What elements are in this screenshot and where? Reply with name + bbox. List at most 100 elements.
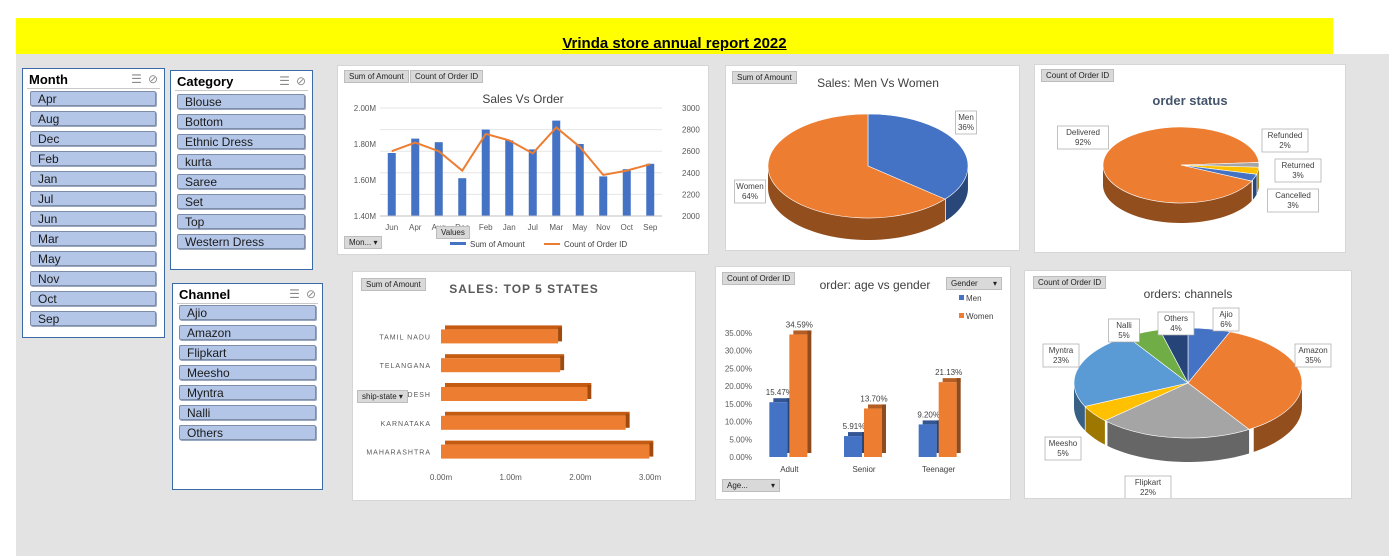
- bar-side-face: [558, 327, 563, 342]
- data-label: 15.47%: [766, 388, 793, 397]
- slicer-item-western-dress[interactable]: Western Dress: [177, 234, 305, 249]
- slicer-item-myntra[interactable]: Myntra: [179, 385, 316, 400]
- slicer-item-flipkart[interactable]: Flipkart: [179, 345, 316, 360]
- x-tick-label: Jul: [528, 223, 538, 232]
- slicer-item-others[interactable]: Others: [179, 425, 316, 440]
- multi-select-icon[interactable]: ☰: [289, 287, 300, 301]
- data-label-box: [1057, 125, 1109, 150]
- bar: [528, 149, 537, 216]
- slicer-item-jun[interactable]: Jun: [30, 211, 156, 226]
- bar-side-face: [882, 404, 886, 453]
- month-filter-button[interactable]: Mon... ▾: [344, 236, 383, 249]
- bar-top-face: [793, 330, 812, 335]
- pie-slice-side: [1257, 167, 1259, 193]
- slicer-item-may[interactable]: May: [30, 251, 156, 266]
- gender-filter-button[interactable]: Gender ▾: [946, 277, 1002, 290]
- clear-filter-icon[interactable]: ⊘: [295, 74, 306, 88]
- chart-title: order: age vs gender: [819, 278, 931, 292]
- slicer-item-ethnic-dress[interactable]: Ethnic Dress: [177, 134, 305, 149]
- pie-slice-side: [1107, 421, 1250, 462]
- count-order-field-button[interactable]: Count of Order ID: [1033, 276, 1107, 289]
- multi-select-icon[interactable]: ☰: [279, 74, 290, 88]
- bar-top-face: [773, 398, 792, 403]
- slicer-item-apr[interactable]: Apr: [30, 91, 156, 106]
- men-vs-women-chart[interactable]: Sum of Amount Sales: Men Vs Women Men 36%…: [725, 65, 1020, 251]
- bar-side-face: [956, 378, 961, 453]
- clear-filter-icon[interactable]: ⊘: [305, 287, 316, 301]
- bar-top-face: [445, 411, 630, 416]
- slicer-item-top[interactable]: Top: [177, 214, 305, 229]
- slicer-item-aug[interactable]: Aug: [30, 111, 156, 126]
- slicer-item-saree[interactable]: Saree: [177, 174, 305, 189]
- orders-channels-chart[interactable]: Count of Order ID orders: channels Ajio 6…: [1024, 270, 1352, 499]
- x-tick-label: Apr: [409, 223, 422, 232]
- slicer-item-mar[interactable]: Mar: [30, 231, 156, 246]
- top-5-states-chart[interactable]: Sum of Amount SALES: TOP 5 STATES 0.00m 1…: [352, 271, 696, 501]
- bar-side-face: [560, 356, 565, 371]
- data-label: Refunded: [1268, 131, 1303, 140]
- bar: [575, 144, 584, 216]
- slicer-item-dec[interactable]: Dec: [30, 131, 156, 146]
- count-order-field-button[interactable]: Count of Order ID: [410, 70, 484, 83]
- legend-label: Sum of Amount: [470, 240, 525, 249]
- sum-amount-field-button[interactable]: Sum of Amount: [361, 278, 426, 291]
- data-label: 3%: [1292, 171, 1304, 180]
- slicer-item-jan[interactable]: Jan: [30, 171, 156, 186]
- slicer-item-meesho[interactable]: Meesho: [179, 365, 316, 380]
- slicer-item-set[interactable]: Set: [177, 194, 305, 209]
- category-slicer-title: Category: [177, 74, 234, 89]
- pie-slice: [1104, 382, 1250, 439]
- sum-amount-field-button[interactable]: Sum of Amount: [732, 71, 797, 84]
- x-tick-label: 2.00m: [569, 473, 592, 482]
- pie-slice-side: [1252, 174, 1257, 200]
- data-label-box: [734, 179, 766, 204]
- slicer-item-nalli[interactable]: Nalli: [179, 405, 316, 420]
- data-label: Delivered: [1066, 128, 1100, 137]
- data-label: Men: [958, 113, 974, 122]
- pie-slice: [767, 113, 946, 219]
- pie-slice: [867, 113, 969, 200]
- sum-amount-field-button[interactable]: Sum of Amount: [344, 70, 409, 83]
- sales-vs-order-chart[interactable]: Sum of Amount Count of Order ID Sales Vs…: [337, 65, 709, 255]
- multi-select-icon[interactable]: ☰: [131, 72, 142, 86]
- slicer-item-ajio[interactable]: Ajio: [179, 305, 316, 320]
- x-tick-label: Mar: [549, 223, 563, 232]
- count-order-field-button[interactable]: Count of Order ID: [1041, 69, 1115, 82]
- bar-side-face: [649, 442, 654, 457]
- data-label: Women: [736, 182, 763, 191]
- bar: [599, 176, 608, 216]
- pie-slice-side: [1253, 383, 1302, 452]
- slicer-item-oct[interactable]: Oct: [30, 291, 156, 306]
- bar-side-face: [587, 385, 592, 399]
- left-axis-tick: 1.40M: [354, 212, 377, 221]
- channel-slicer-title: Channel: [179, 287, 231, 302]
- data-label: Cancelled: [1275, 191, 1311, 200]
- slicer-item-feb[interactable]: Feb: [30, 151, 156, 166]
- y-tick-label: 30.00%: [725, 347, 752, 356]
- x-tick-label: Sep: [643, 223, 658, 232]
- slicer-item-bottom[interactable]: Bottom: [177, 114, 305, 129]
- report-title-bar: Vrinda store annual report 2022: [16, 18, 1333, 54]
- data-label-box: [1267, 188, 1319, 213]
- data-label: 23%: [1053, 356, 1069, 365]
- age-vs-gender-chart[interactable]: Count of Order ID order: age vs gender G…: [715, 266, 1011, 500]
- chart-title: Sales Vs Order: [482, 92, 564, 106]
- slicer-item-jul[interactable]: Jul: [30, 191, 156, 206]
- count-order-field-button[interactable]: Count of Order ID: [722, 272, 796, 285]
- bar-top-face: [445, 325, 563, 330]
- age-filter-button[interactable]: Age... ▾: [722, 479, 780, 492]
- bar-top-face: [868, 404, 886, 409]
- slicer-item-kurta[interactable]: kurta: [177, 154, 305, 169]
- orders-channels-pie: Ajio6%Amazon35%Flipkart22%Meesho5%Myntra…: [1042, 307, 1332, 498]
- order-status-chart[interactable]: Count of Order ID order status Delivered…: [1034, 64, 1346, 253]
- order-status-pie: Delivered92%Refunded2%Returned3%Cancelle…: [1057, 125, 1322, 223]
- slicer-item-amazon[interactable]: Amazon: [179, 325, 316, 340]
- ship-state-filter-button[interactable]: ship-state ▾: [357, 390, 408, 403]
- report-title: Vrinda store annual report 2022: [562, 35, 787, 52]
- slicer-item-nov[interactable]: Nov: [30, 271, 156, 286]
- bar: [411, 138, 420, 216]
- slicer-item-blouse[interactable]: Blouse: [177, 94, 305, 109]
- clear-filter-icon[interactable]: ⊘: [147, 72, 158, 86]
- values-field-button[interactable]: Values: [436, 226, 470, 239]
- slicer-item-sep[interactable]: Sep: [30, 311, 156, 326]
